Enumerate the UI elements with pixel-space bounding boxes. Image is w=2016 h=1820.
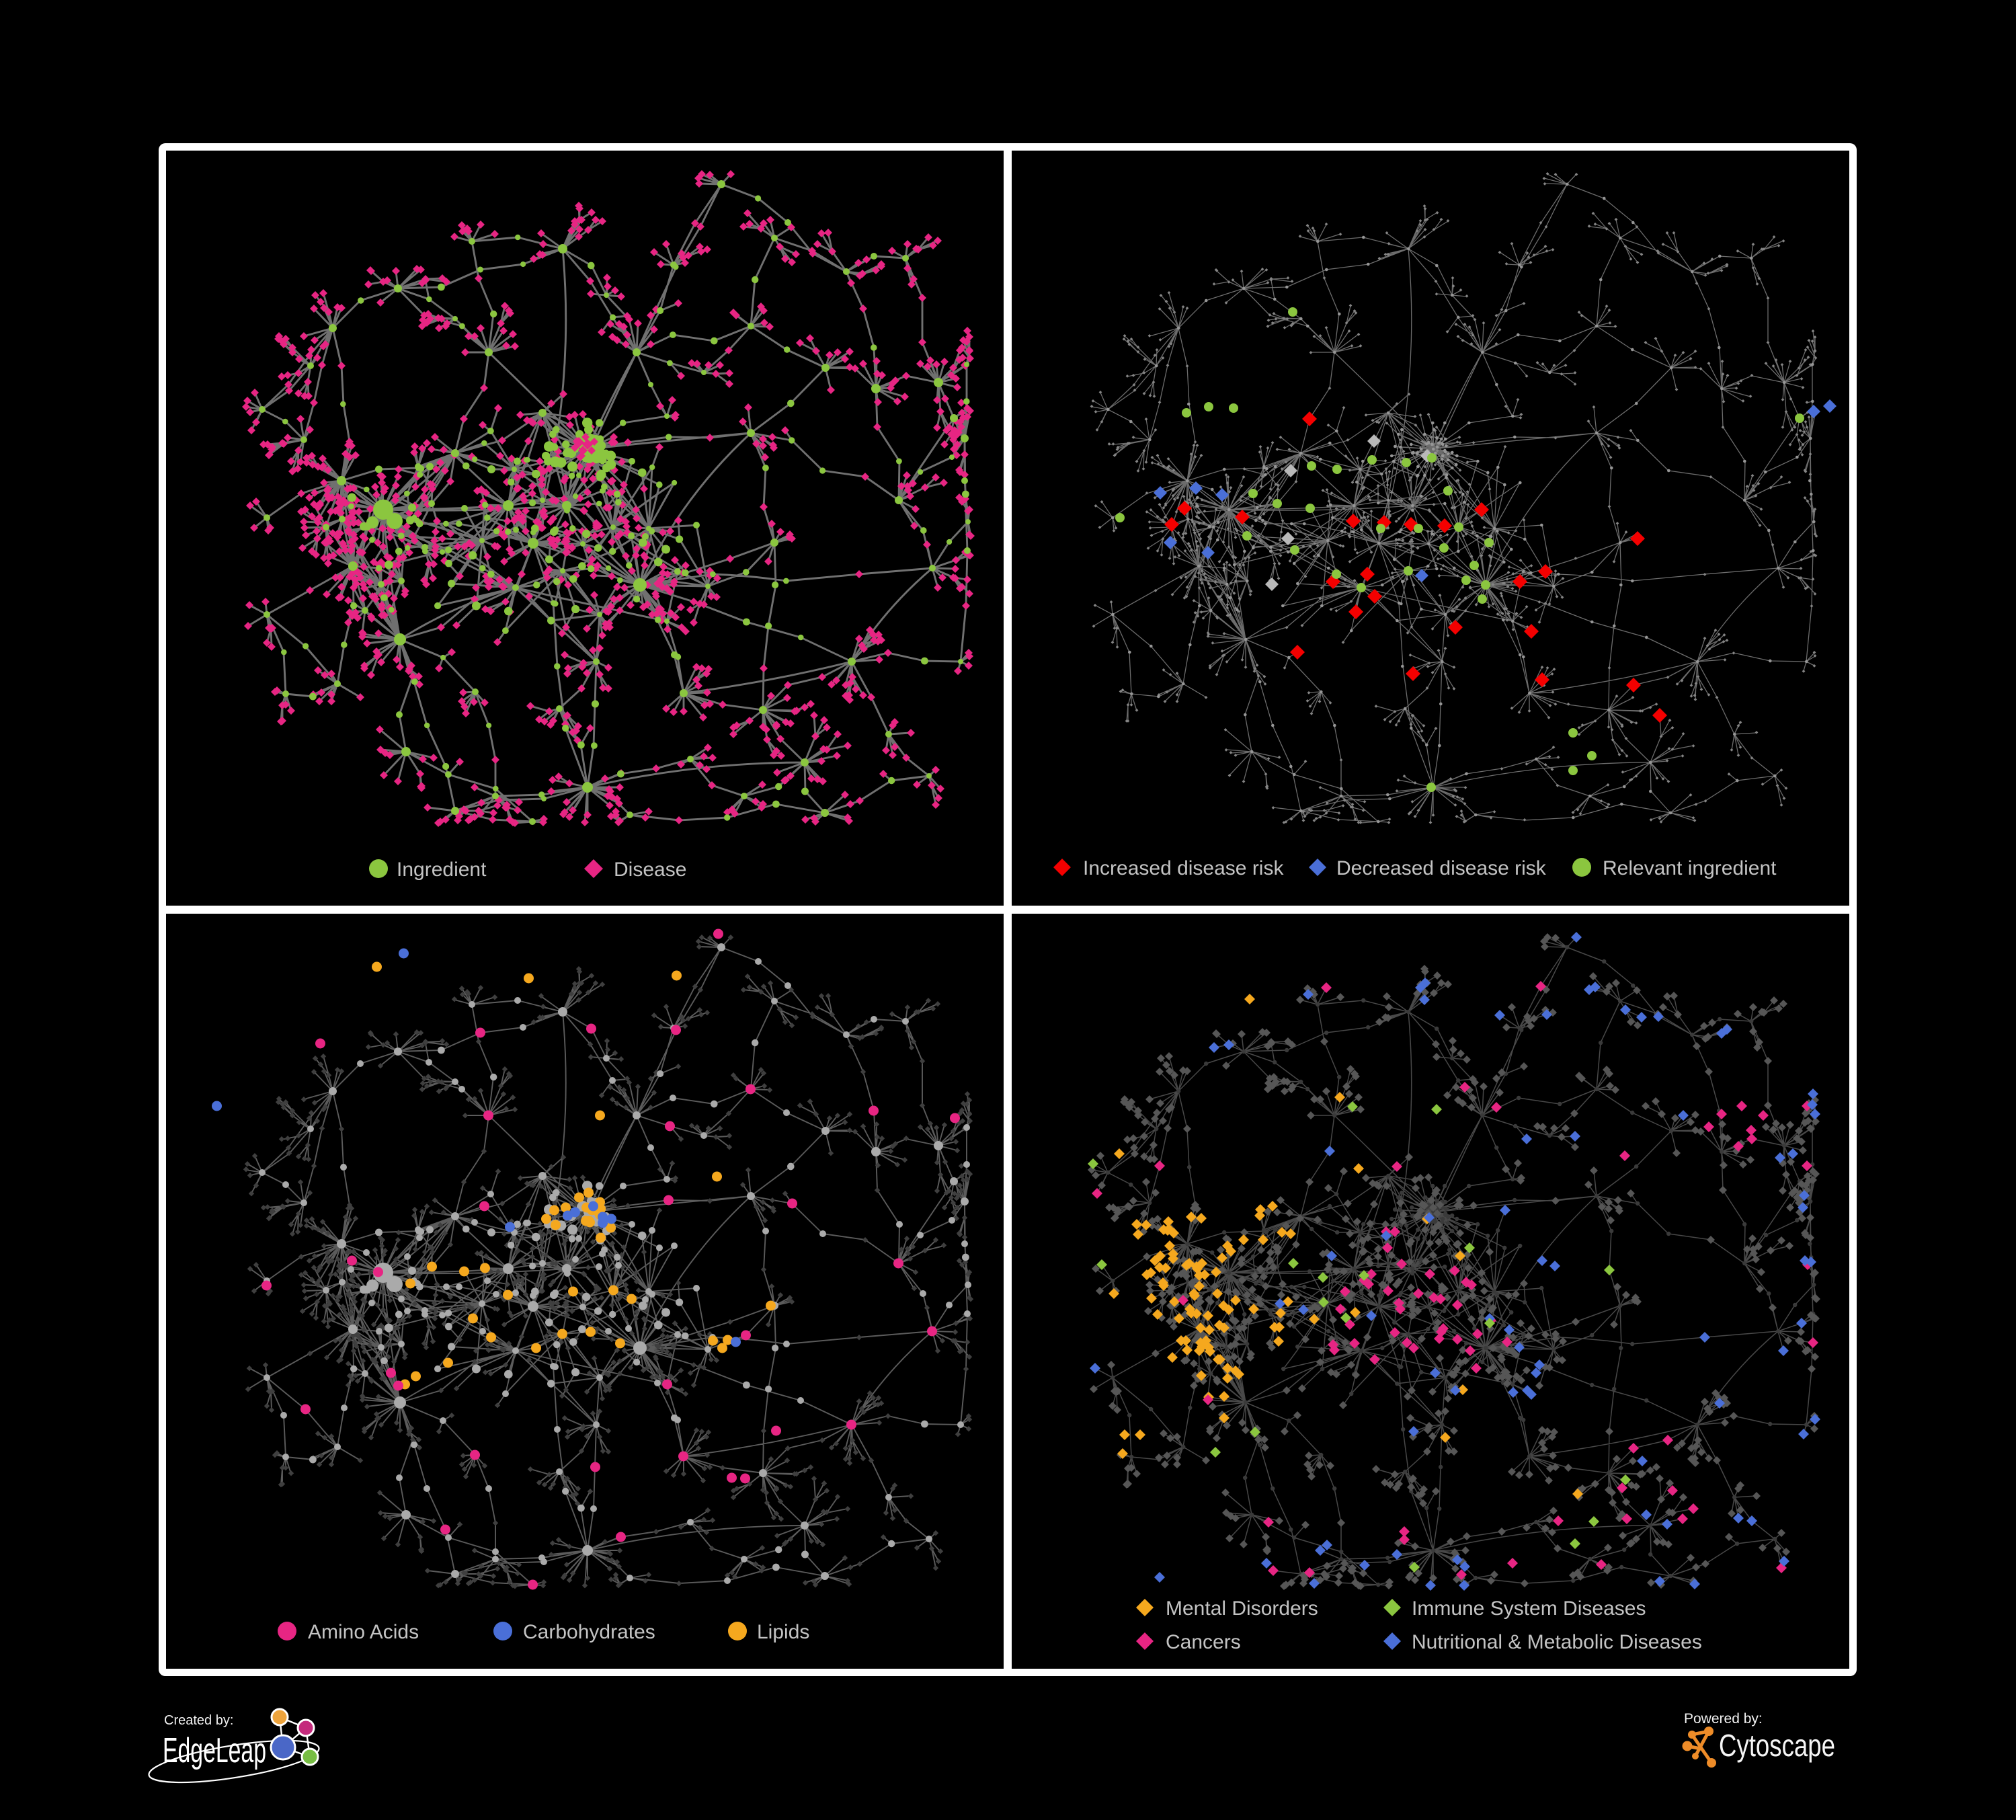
svg-text:Disease: Disease [614, 859, 686, 881]
svg-text:Powered by:: Powered by: [1684, 1711, 1763, 1727]
svg-text:Cytoscape: Cytoscape [1719, 1728, 1835, 1763]
svg-text:Ingredient: Ingredient [397, 859, 487, 881]
svg-text:Immune System Diseases: Immune System Diseases [1412, 1597, 1646, 1620]
svg-text:Created by:: Created by: [164, 1713, 233, 1728]
svg-text:Lipids: Lipids [757, 1621, 809, 1643]
svg-text:EdgeLeap: EdgeLeap [163, 1731, 266, 1770]
svg-text:Relevant ingredient: Relevant ingredient [1603, 857, 1777, 879]
svg-text:Carbohydrates: Carbohydrates [523, 1621, 655, 1643]
svg-text:Mental Disorders: Mental Disorders [1166, 1597, 1318, 1620]
svg-text:Amino Acids: Amino Acids [308, 1621, 419, 1643]
svg-text:Decreased disease risk: Decreased disease risk [1336, 857, 1547, 879]
svg-text:Nutritional & Metabolic Diseas: Nutritional & Metabolic Diseases [1412, 1631, 1702, 1653]
svg-text:Increased disease risk: Increased disease risk [1083, 857, 1284, 879]
svg-text:Cancers: Cancers [1166, 1631, 1241, 1653]
